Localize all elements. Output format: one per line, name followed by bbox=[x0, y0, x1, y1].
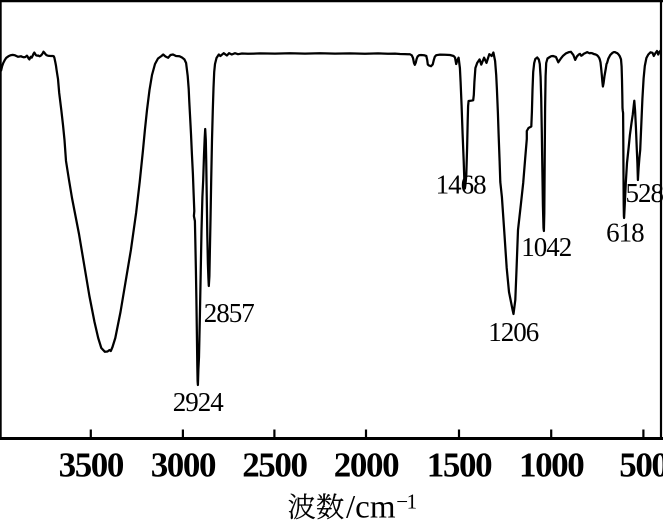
svg-text:2924: 2924 bbox=[173, 387, 225, 417]
svg-text:1500: 1500 bbox=[427, 446, 492, 485]
svg-text:1206: 1206 bbox=[488, 317, 539, 347]
svg-text:618: 618 bbox=[606, 218, 644, 248]
svg-text:2857: 2857 bbox=[204, 298, 255, 328]
svg-text:/cm: /cm bbox=[346, 490, 396, 520]
svg-text:1042: 1042 bbox=[521, 232, 572, 262]
svg-text:1000: 1000 bbox=[519, 446, 584, 485]
svg-text:−: − bbox=[396, 490, 408, 514]
svg-text:3500: 3500 bbox=[59, 446, 124, 485]
svg-text:2500: 2500 bbox=[242, 446, 307, 485]
svg-text:2000: 2000 bbox=[334, 446, 399, 485]
svg-text:1468: 1468 bbox=[436, 170, 487, 200]
svg-text:528: 528 bbox=[626, 178, 663, 208]
svg-text:500: 500 bbox=[619, 446, 663, 485]
svg-text:1: 1 bbox=[407, 490, 418, 514]
svg-text:3000: 3000 bbox=[151, 446, 216, 485]
